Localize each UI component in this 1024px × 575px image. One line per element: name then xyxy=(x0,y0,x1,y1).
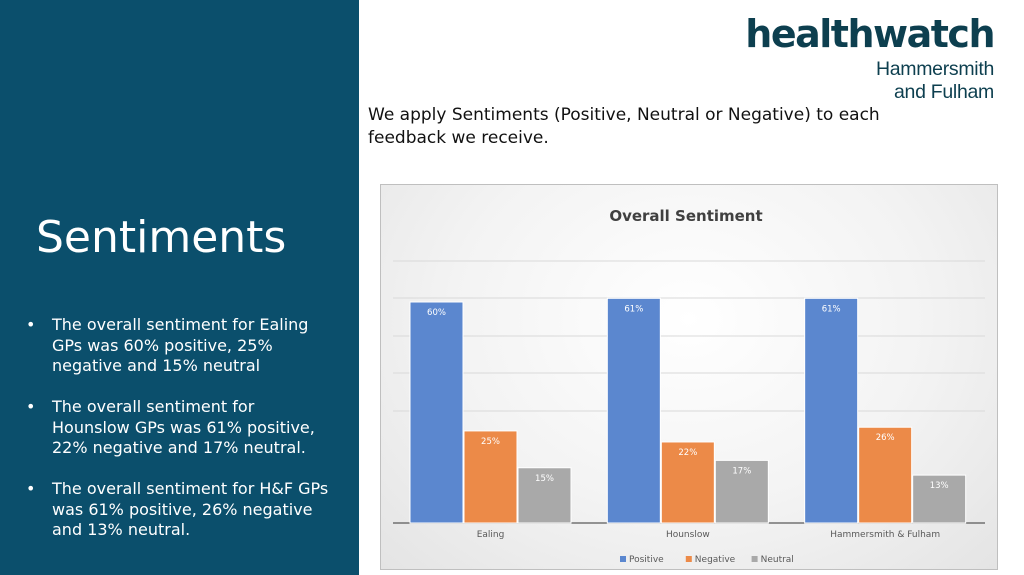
healthwatch-logo: healthwatch Hammersmith and Fulham xyxy=(740,8,1010,103)
bar-value-label: 61% xyxy=(822,304,841,314)
logo-wordmark: healthwatch xyxy=(745,12,995,56)
bar-value-label: 60% xyxy=(427,308,446,318)
bar-value-label: 26% xyxy=(876,433,895,443)
bar-positive xyxy=(409,301,464,524)
chart-title: Overall Sentiment xyxy=(609,207,762,225)
legend-swatch xyxy=(620,556,626,562)
chart-bars: 60% 25% 15% 61% 22% 17% 61% 26% 13% xyxy=(409,297,967,524)
sentiment-chart: Overall Sentiment 60% 25% 15% 61% 22% 17% 61% 2… xyxy=(380,184,998,570)
bar-value-label: 13% xyxy=(930,481,949,491)
x-tick-label: Ealing xyxy=(477,530,505,540)
logo-line-1: Hammersmith xyxy=(875,58,994,80)
x-tick-label: Hounslow xyxy=(666,530,710,540)
bullet-hammersmith-fulham: The overall sentiment for H&F GPs was 61… xyxy=(26,479,336,541)
bullet-hounslow: The overall sentiment for Hounslow GPs w… xyxy=(26,397,336,459)
bar-neutral xyxy=(714,459,769,524)
left-panel: Sentiments The overall sentiment for Eal… xyxy=(0,0,359,575)
legend-label: Neutral xyxy=(761,555,794,565)
slide-title: Sentiments xyxy=(36,212,287,263)
legend-label: Negative xyxy=(695,555,736,565)
chart-canvas: Overall Sentiment 60% 25% 15% 61% 22% 17% 61% 2… xyxy=(393,207,985,565)
intro-text: We apply Sentiments (Positive, Neutral o… xyxy=(368,105,880,148)
bar-neutral xyxy=(912,474,967,524)
bar-value-label: 17% xyxy=(732,466,751,476)
bar-positive xyxy=(804,297,859,524)
legend-swatch xyxy=(751,556,758,562)
chart-legend: Positive Negative Neutral xyxy=(620,555,794,565)
bar-neutral xyxy=(517,467,572,524)
bullet-ealing: The overall sentiment for Ealing GPs was… xyxy=(26,315,336,377)
logo-line-2: and Fulham xyxy=(894,81,994,103)
bar-negative xyxy=(463,430,518,524)
x-tick-label: Hammersmith & Fulham xyxy=(830,530,940,540)
chart-x-axis-labels: Ealing Hounslow Hammersmith & Fulham xyxy=(477,530,940,540)
legend-swatch xyxy=(685,556,692,562)
bar-negative xyxy=(660,441,715,524)
bar-value-label: 15% xyxy=(535,474,554,484)
bar-value-label: 25% xyxy=(481,437,500,447)
bar-value-label: 61% xyxy=(624,304,643,314)
bar-positive xyxy=(606,297,661,524)
bar-negative xyxy=(858,426,913,524)
summary-bullets: The overall sentiment for Ealing GPs was… xyxy=(26,315,336,561)
legend-label: Positive xyxy=(629,555,664,565)
bar-value-label: 22% xyxy=(678,448,697,458)
